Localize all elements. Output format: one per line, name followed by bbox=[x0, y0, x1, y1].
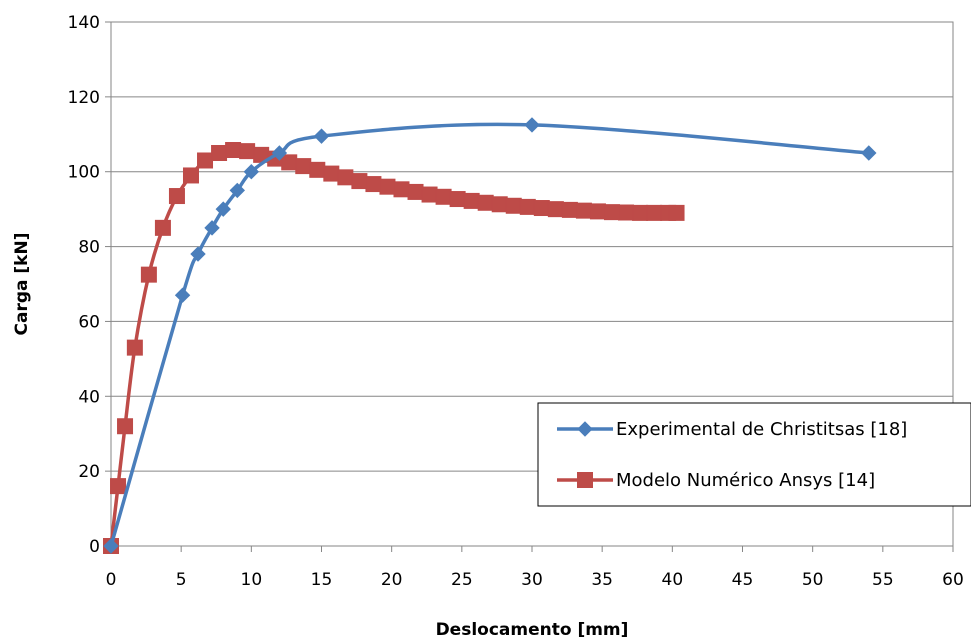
data-point-square bbox=[646, 204, 663, 221]
data-point-diamond bbox=[204, 220, 220, 236]
legend: Experimental de Christitsas [18] Modelo N… bbox=[537, 402, 971, 507]
data-point-square bbox=[407, 183, 424, 200]
x-tick-label: 25 bbox=[451, 570, 473, 590]
x-tick-label: 15 bbox=[311, 570, 333, 590]
data-point-square bbox=[197, 152, 214, 169]
y-tick-label: 0 bbox=[89, 537, 100, 557]
y-tick-label: 100 bbox=[68, 163, 100, 183]
data-point-square bbox=[421, 186, 438, 203]
legend-item: Experimental de Christitsas [18] bbox=[557, 419, 907, 440]
x-tick-label: 30 bbox=[521, 570, 543, 590]
data-point-diamond bbox=[861, 145, 877, 161]
legend-box bbox=[537, 402, 971, 507]
data-point-square bbox=[618, 204, 635, 221]
data-point-square bbox=[225, 142, 242, 159]
data-point-square bbox=[154, 219, 171, 236]
data-point-square bbox=[393, 181, 410, 198]
data-point-square bbox=[477, 194, 494, 211]
series-group bbox=[103, 142, 685, 554]
data-point-square bbox=[575, 202, 592, 219]
data-point-square bbox=[117, 418, 134, 435]
data-point-square bbox=[211, 145, 228, 161]
y-tick-label: 40 bbox=[78, 387, 100, 407]
legend-label: Modelo Numérico Ansys [14] bbox=[616, 470, 875, 491]
y-tick-label: 20 bbox=[78, 462, 100, 482]
data-point-square bbox=[435, 188, 452, 205]
x-tick-label: 0 bbox=[106, 570, 117, 590]
legend-label: Experimental de Christitsas [18] bbox=[616, 419, 907, 440]
y-tick-label: 120 bbox=[68, 88, 100, 108]
x-tick-label: 60 bbox=[942, 570, 964, 590]
data-point-square bbox=[632, 204, 649, 221]
series-layer bbox=[103, 117, 877, 554]
data-point-square bbox=[463, 192, 480, 209]
data-point-diamond bbox=[103, 538, 119, 554]
x-tick-label: 35 bbox=[591, 570, 613, 590]
data-point-square bbox=[110, 478, 127, 495]
data-point-square bbox=[533, 200, 550, 217]
x-axis-title: Deslocamento [mm] bbox=[436, 620, 629, 640]
data-point-square bbox=[140, 266, 157, 283]
y-axis-title: Carga [kN] bbox=[12, 233, 32, 336]
data-point-square bbox=[589, 203, 606, 220]
data-point-diamond bbox=[524, 117, 540, 133]
data-point-square bbox=[182, 167, 199, 184]
data-point-square bbox=[519, 198, 536, 215]
data-point-diamond bbox=[577, 421, 593, 437]
data-point-square bbox=[295, 158, 312, 175]
x-tick-label: 10 bbox=[241, 570, 263, 590]
series-group bbox=[103, 117, 877, 554]
x-tick-label: 45 bbox=[732, 570, 754, 590]
data-point-square bbox=[668, 204, 685, 221]
data-point-square bbox=[505, 197, 522, 214]
data-point-square bbox=[309, 161, 326, 178]
data-point-square bbox=[351, 173, 368, 190]
data-point-square bbox=[365, 176, 382, 193]
data-point-square bbox=[379, 178, 396, 195]
data-point-square bbox=[561, 201, 578, 218]
data-point-square bbox=[168, 188, 185, 205]
data-point-square bbox=[577, 472, 593, 488]
data-point-square bbox=[239, 143, 256, 160]
data-point-square bbox=[449, 191, 466, 208]
data-point-square bbox=[547, 201, 564, 218]
data-point-square bbox=[491, 196, 508, 213]
legend-item: Modelo Numérico Ansys [14] bbox=[557, 470, 875, 491]
y-tick-label: 60 bbox=[78, 312, 100, 332]
x-tick-label: 50 bbox=[802, 570, 824, 590]
data-point-square bbox=[126, 339, 143, 356]
data-point-diamond bbox=[243, 164, 260, 180]
x-tick-label: 55 bbox=[872, 570, 894, 590]
y-axis-ticks: 0 20 40 60 80 100 120 140 bbox=[68, 13, 111, 557]
data-point-diamond bbox=[313, 128, 330, 144]
x-axis-ticks: 0 5 10 15 20 25 30 35 40 45 50 55 60 bbox=[106, 546, 964, 590]
x-tick-label: 5 bbox=[176, 570, 187, 590]
y-tick-label: 80 bbox=[78, 238, 100, 258]
data-point-diamond bbox=[190, 246, 206, 262]
x-tick-label: 20 bbox=[381, 570, 403, 590]
data-point-diamond bbox=[271, 145, 288, 161]
data-point-diamond bbox=[229, 182, 246, 199]
x-tick-label: 40 bbox=[662, 570, 684, 590]
data-point-diamond bbox=[174, 287, 191, 303]
data-point-diamond bbox=[215, 201, 231, 217]
data-point-square bbox=[603, 204, 620, 221]
data-point-square bbox=[323, 165, 340, 182]
data-point-square bbox=[337, 169, 354, 186]
y-tick-label: 140 bbox=[68, 13, 100, 33]
data-point-square bbox=[281, 154, 298, 171]
